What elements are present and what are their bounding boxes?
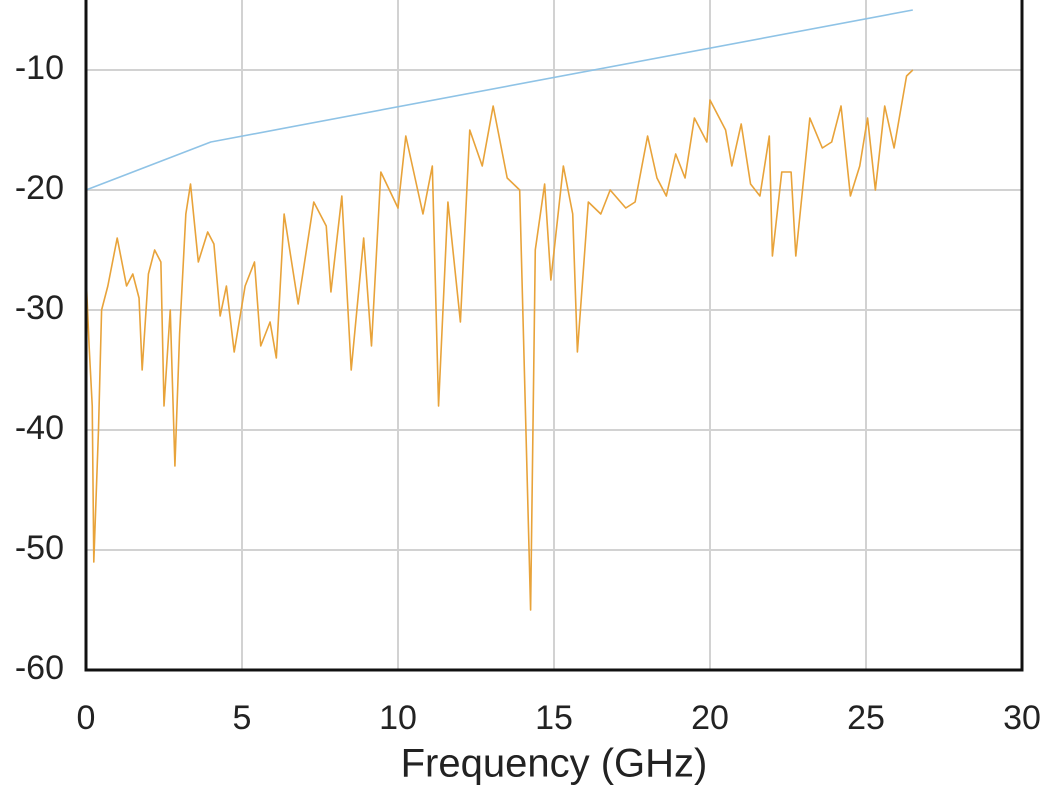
y-tick-label: -10 bbox=[15, 49, 64, 87]
x-tick-label: 5 bbox=[233, 699, 252, 737]
data-line bbox=[85, 69, 914, 611]
x-tick-label: 0 bbox=[77, 699, 96, 737]
x-tick-label: 20 bbox=[691, 699, 729, 737]
y-tick-label: -40 bbox=[15, 409, 64, 447]
x-axis-label: Frequency (GHz) bbox=[401, 742, 708, 786]
x-tick-label: 25 bbox=[847, 699, 885, 737]
x-tick-label: 30 bbox=[1003, 699, 1041, 737]
x-tick-label: 15 bbox=[535, 699, 573, 737]
y-tick-label: -30 bbox=[15, 289, 64, 327]
data-line bbox=[85, 9, 913, 191]
axis-frame bbox=[84, 0, 1024, 672]
y-tick-label: -60 bbox=[15, 649, 64, 687]
y-tick-label: -20 bbox=[15, 169, 64, 207]
y-tick-label: -50 bbox=[15, 529, 64, 567]
x-tick-label: 10 bbox=[379, 699, 417, 737]
